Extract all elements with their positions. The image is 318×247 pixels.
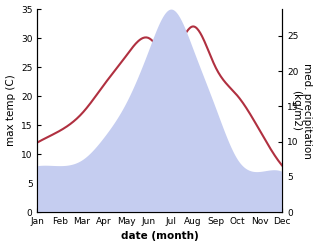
Y-axis label: med. precipitation
(kg/m2): med. precipitation (kg/m2) <box>291 62 313 159</box>
Y-axis label: max temp (C): max temp (C) <box>5 75 16 146</box>
X-axis label: date (month): date (month) <box>121 231 199 242</box>
